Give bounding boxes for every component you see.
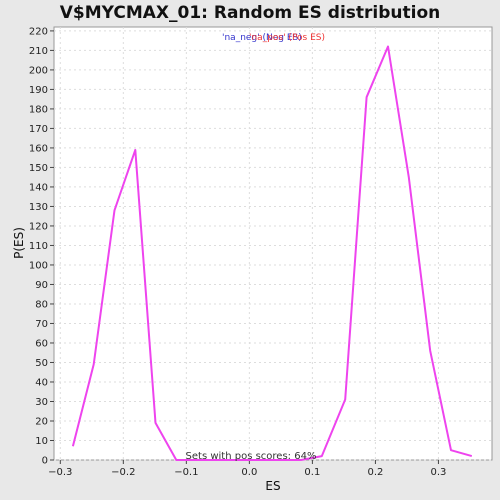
x-axis: −0.3 −0.2 −0.1 0.0 0.1 0.2 0.3 (48, 460, 446, 478)
chart-title: V$MYCMAX_01: Random ES distribution (60, 3, 441, 23)
y-tick-label: 70 (35, 319, 48, 330)
x-tick-label: 0.0 (241, 467, 257, 478)
y-tick-label: 10 (35, 436, 48, 447)
y-tick-label: 180 (29, 104, 48, 115)
series-line-0 (71, 45, 473, 461)
y-tick-label: 0 (42, 456, 48, 467)
y-tick-label: 110 (29, 241, 48, 252)
x-tick-label: 0.1 (304, 467, 320, 478)
y-tick-label: 170 (29, 124, 48, 135)
y-tick-label: 30 (35, 397, 48, 408)
y-tick-label: 200 (29, 65, 48, 76)
x-tick-label: −0.1 (174, 467, 198, 478)
plot-area (53, 26, 493, 461)
y-tick-label: 100 (29, 260, 48, 271)
y-tick-label: 60 (35, 338, 48, 349)
y-tick-label: 220 (29, 26, 48, 37)
grid (54, 27, 492, 461)
y-axis-label: P(ES) (12, 227, 26, 259)
y-tick-label: 150 (29, 163, 48, 174)
x-tick-label: 0.2 (367, 467, 383, 478)
x-tick-label: −0.2 (111, 467, 135, 478)
legend: 'na_neg' (Neg ES) 'na_pos' (Pos ES) (222, 33, 325, 43)
y-tick-label: 160 (29, 143, 48, 154)
x-axis-label: ES (265, 479, 280, 493)
y-tick-label: 40 (35, 377, 48, 388)
legend-entry-neg: 'na_neg' (Neg ES) (222, 33, 302, 43)
y-tick-label: 120 (29, 221, 48, 232)
y-tick-label: 210 (29, 46, 48, 57)
y-tick-label: 140 (29, 182, 48, 193)
annotation-pos-scores: Sets with pos scores: 64% (186, 451, 317, 462)
y-tick-label: 190 (29, 85, 48, 96)
y-tick-label: 80 (35, 299, 48, 310)
y-tick-label: 130 (29, 202, 48, 213)
y-tick-label: 50 (35, 358, 48, 369)
y-tick-label: 90 (35, 280, 48, 291)
x-tick-label: −0.3 (48, 467, 72, 478)
y-axis: 0 10 20 30 40 50 60 70 80 90 100 110 120 130 140 150 160… (29, 26, 54, 467)
y-tick-label: 20 (35, 416, 48, 427)
legend-entry-pos: 'na_pos' (Pos ES) (249, 33, 325, 43)
series-group (71, 45, 473, 461)
x-tick-label: 0.3 (430, 467, 446, 478)
